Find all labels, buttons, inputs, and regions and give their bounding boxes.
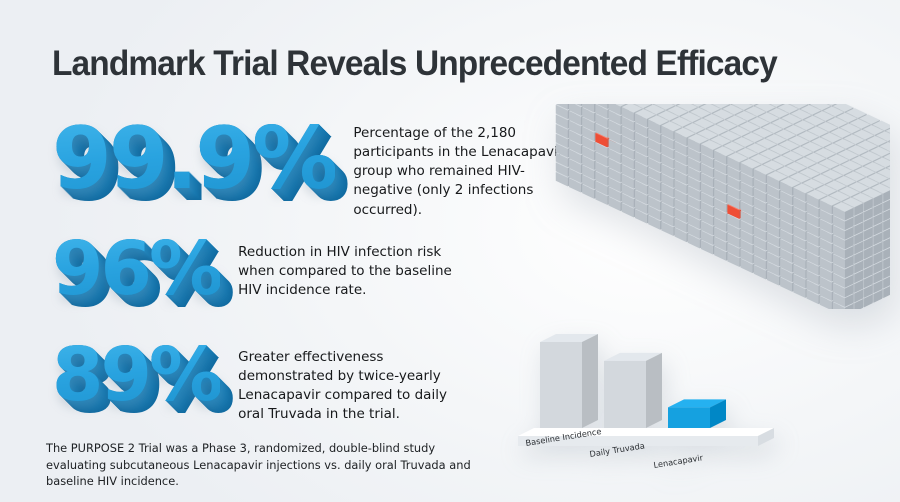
stat-value-2: 96% (52, 226, 223, 312)
stat-description-1: Percentage of the 2,180 participants in … (353, 125, 564, 218)
stat-row-1: 99.9% 99.9% Percentage of the 2,180 part… (52, 116, 568, 220)
stat-value-2-wrap: 96% 96% (52, 226, 223, 312)
stat-description-2: Reduction in HIV infection risk when com… (238, 244, 452, 299)
stat-value-2-extrusion: 96% (52, 232, 223, 306)
stat-row-3: 89% 89% Greater effectiveness demonstrat… (52, 338, 453, 425)
stat-value-1-wrap: 99.9% 99.9% (52, 109, 338, 209)
cube-block-svg (555, 104, 890, 309)
stat-value-3-wrap: 89% 89% (52, 332, 223, 418)
stat-value-3-extrusion: 89% (52, 338, 223, 412)
stat-row-2: 96% 96% Reduction in HIV infection risk … (52, 232, 453, 306)
stat-description-3: Greater effectiveness demonstrated by tw… (238, 349, 447, 423)
stat-value-1: 99.9% (52, 109, 338, 209)
page-title: Landmark Trial Reveals Unprecedented Eff… (52, 44, 778, 83)
bar-label-lenacapavir: Lenacapavir (653, 452, 704, 470)
stat-value-1-extrusion: 99.9% (52, 116, 338, 202)
participant-cube-block (520, 104, 890, 309)
stat-value-3: 89% (52, 332, 223, 418)
footnote-text: The PURPOSE 2 Trial was a Phase 3, rando… (46, 441, 471, 489)
comparison-bar-chart: Baseline Incidence Daily Truvada Lenacapav… (512, 300, 812, 480)
